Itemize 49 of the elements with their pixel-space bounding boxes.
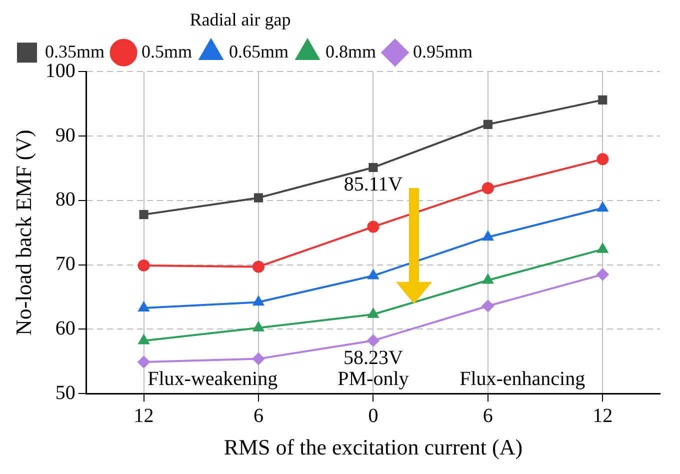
point — [597, 243, 608, 253]
point — [368, 162, 378, 172]
x-tick-label: 0 — [368, 404, 378, 427]
point — [368, 308, 379, 318]
point — [138, 356, 150, 368]
annotation: Flux-enhancing — [460, 368, 586, 390]
point — [138, 302, 150, 312]
y-tick-label: 90 — [55, 124, 76, 146]
point — [482, 300, 494, 312]
point — [138, 259, 150, 272]
y-tick-label: 100 — [45, 60, 76, 82]
point — [138, 334, 150, 344]
y-axis-title: No-load back EMF (V) — [10, 130, 36, 336]
y-tick-label: 50 — [55, 382, 76, 404]
point — [596, 268, 609, 280]
point — [139, 210, 148, 220]
x-tick-label: 12 — [134, 404, 154, 427]
point — [253, 322, 264, 332]
point — [368, 270, 379, 280]
y-tick-label: 80 — [55, 188, 76, 211]
point — [253, 296, 264, 306]
point — [597, 202, 608, 212]
legend-label: 0.65mm — [229, 41, 289, 62]
x-tick-label: 6 — [482, 404, 493, 427]
point — [367, 334, 380, 347]
annotation: PM-only — [338, 368, 409, 390]
y-tick-label: 70 — [55, 253, 76, 276]
legend-title: Radial air gap — [190, 10, 291, 30]
annotation: 58.23V — [343, 346, 404, 369]
point — [483, 120, 492, 129]
point — [254, 193, 264, 202]
x-tick-label: 6 — [253, 404, 264, 427]
point — [252, 352, 264, 365]
legend-label: 0.8mm — [326, 41, 376, 62]
legend-label: 0.35mm — [45, 41, 105, 62]
legend-label: 0.95mm — [413, 41, 473, 62]
legend-label: 0.5mm — [142, 41, 192, 62]
y-tick-label: 60 — [55, 317, 76, 340]
point — [482, 274, 494, 284]
x-axis-title: RMS of the excitation current (A) — [224, 434, 523, 460]
annotation: Flux-weakening — [148, 368, 278, 390]
point — [598, 95, 608, 104]
point — [482, 182, 494, 194]
point — [482, 231, 494, 241]
point — [252, 260, 264, 273]
point — [596, 153, 609, 166]
point — [367, 220, 380, 233]
x-tick-label: 12 — [592, 404, 613, 427]
annotation: 85.11V — [344, 174, 404, 196]
